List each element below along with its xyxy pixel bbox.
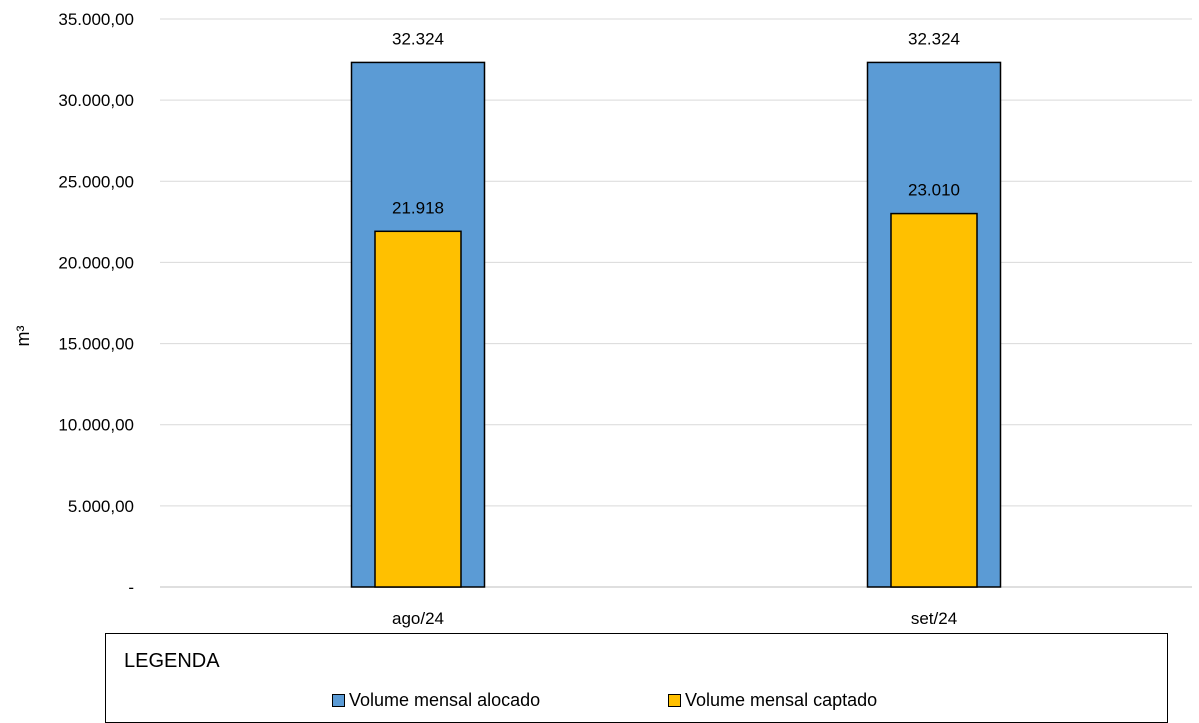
bar xyxy=(890,212,978,588)
y-tick-label: 30.000,00 xyxy=(58,91,134,110)
y-tick-label: - xyxy=(128,578,134,597)
x-axis-ticks: ago/24 set/24 xyxy=(392,609,957,628)
legend-label-alocado: Volume mensal alocado xyxy=(349,690,541,710)
y-tick-label: 25.000,00 xyxy=(58,172,134,191)
y-tick-label: 10.000,00 xyxy=(58,416,134,435)
legend-item-alocado: Volume mensal alocado xyxy=(332,690,540,711)
legend-label-captado: Volume mensal captado xyxy=(685,690,878,710)
legend: LEGENDA Volume mensal alocado Volume men… xyxy=(105,633,1168,723)
x-tick-label: ago/24 xyxy=(392,609,444,628)
legend-swatch-alocado xyxy=(332,694,345,707)
y-tick-label: 15.000,00 xyxy=(58,335,134,354)
y-tick-label: 35.000,00 xyxy=(58,10,134,29)
legend-title: LEGENDA xyxy=(124,650,220,672)
gridlines xyxy=(160,18,1192,588)
y-axis-label: m³ xyxy=(13,326,33,347)
x-tick-label: set/24 xyxy=(911,609,957,628)
data-label: 21.918 xyxy=(392,198,444,217)
bar xyxy=(374,230,462,588)
data-label: 23.010 xyxy=(908,181,960,200)
legend-swatch-captado xyxy=(668,694,681,707)
data-label: 32.324 xyxy=(392,29,444,48)
bars: 32.324 21.918 32.324 23.010 xyxy=(350,29,1002,588)
y-tick-label: 20.000,00 xyxy=(58,253,134,272)
data-label: 32.324 xyxy=(908,29,960,48)
legend-item-captado: Volume mensal captado xyxy=(668,690,877,711)
y-axis-ticks: - 5.000,00 10.000,00 15.000,00 20.000,00 25.0… xyxy=(58,10,134,597)
y-tick-label: 5.000,00 xyxy=(68,497,134,516)
